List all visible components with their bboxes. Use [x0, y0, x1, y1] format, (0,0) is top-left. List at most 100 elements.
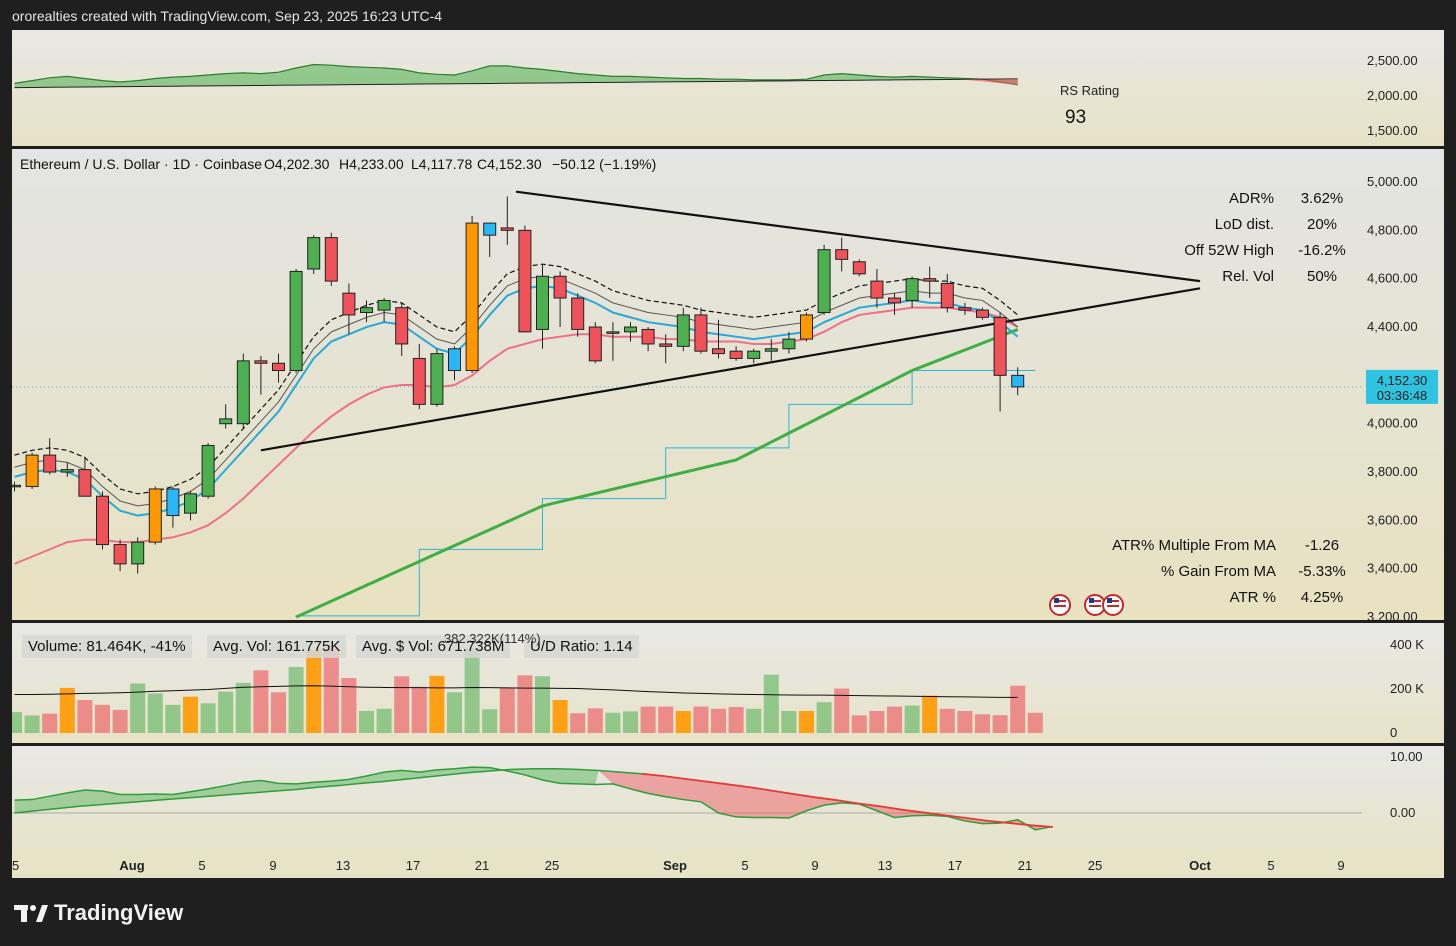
candle-body	[905, 278, 919, 301]
candle-body	[12, 484, 21, 488]
candle-body	[395, 307, 409, 345]
rs-rating-panel[interactable]: 2,500.00 2,000.00 1,500.00 RS Rating 93	[12, 30, 1444, 146]
volume-bar	[95, 704, 110, 733]
candle-body	[800, 314, 813, 340]
us-flag-stripe	[1054, 605, 1066, 607]
volume-bar	[464, 647, 480, 733]
date-tick-label: 21	[1018, 858, 1032, 873]
candle-body	[272, 362, 285, 372]
price-tick-label: 4,400.00	[1367, 319, 1418, 334]
candle-body	[448, 348, 461, 372]
candle-body	[113, 544, 127, 565]
volume-bar	[306, 650, 322, 733]
ohlc-low: L4,117.78	[411, 156, 472, 172]
ma21-line	[14, 306, 1019, 565]
volume-bar	[904, 705, 920, 733]
us-flag-canton	[1107, 598, 1112, 603]
date-axis[interactable]: 5 Aug 5 9 13 17 21 25 Sep 5 9 13 17 21 25 Oct 5 9	[12, 854, 1444, 878]
volume-bar	[728, 707, 744, 733]
oscillator-chart: 10.00 0.00	[12, 749, 1423, 831]
ohlc-close: C4,152.30	[477, 156, 542, 172]
stat-label: ATR% Multiple From MA	[1112, 537, 1276, 554]
volume-bar	[623, 711, 638, 733]
candle-body	[430, 353, 444, 405]
stop-step-line	[295, 370, 1036, 618]
countdown-label: 03:36:48	[1377, 388, 1428, 403]
osc-fast-line	[14, 766, 1054, 831]
ud-ratio-label: U/D Ratio: 1.14	[524, 635, 639, 658]
volume-bar	[376, 708, 392, 733]
volume-bar	[130, 683, 146, 733]
volume-panel[interactable]: 400 K 200 K 0 Volume: 81.464K, -41% Avg. V…	[12, 623, 1444, 743]
ohlc-high: H4,233.00	[339, 156, 404, 172]
volume-bar	[200, 703, 216, 733]
candle-body	[923, 278, 937, 282]
volume-bar	[570, 713, 586, 733]
candle-body	[729, 350, 743, 359]
candle-body	[659, 343, 673, 347]
date-tick-label: 5	[198, 858, 205, 873]
date-tick-label: 5	[741, 858, 748, 873]
candle-body	[553, 275, 567, 299]
date-tick-label: 25	[545, 858, 559, 873]
volume-bar	[975, 714, 990, 733]
rs-negative-area	[964, 78, 1018, 85]
volume-bar	[746, 708, 762, 733]
volume-bar	[447, 692, 462, 733]
volume-label: Volume: 81.464K, -41%	[22, 635, 192, 658]
volume-bar	[587, 708, 603, 733]
candle-body	[254, 360, 268, 364]
date-tick-label: 17	[406, 858, 420, 873]
oscillator-panel[interactable]: 10.00 0.00	[12, 746, 1444, 854]
candle-body	[25, 454, 39, 488]
us-flag-stripe	[1089, 600, 1101, 602]
rs-ma-line	[14, 78, 1018, 89]
last-price-label: 4,152.30	[1377, 373, 1428, 388]
last-price-box	[1366, 369, 1438, 404]
price-tick-label: 3,600.00	[1367, 512, 1418, 527]
volume-bar	[253, 670, 269, 733]
price-tick-label: 3,800.00	[1367, 464, 1418, 479]
us-flag-stripe	[1107, 605, 1119, 607]
us-flag-stripe	[1054, 600, 1066, 602]
volume-bar	[939, 708, 955, 733]
instrument-title: Ethereum / U.S. Dollar · 1D · Coinbase	[20, 156, 262, 172]
date-tick-label: 5	[12, 858, 19, 873]
candle-body	[676, 314, 690, 347]
candle-body	[307, 237, 321, 270]
volume-bar	[605, 712, 621, 733]
volume-bar	[112, 709, 128, 733]
stat-label: Rel. Vol	[1222, 268, 1274, 285]
volume-bar	[887, 706, 902, 733]
volume-bar	[429, 675, 445, 733]
candle-body	[641, 328, 655, 345]
candle-body	[201, 444, 215, 497]
price-chart-panel[interactable]: 5,000.004,800.004,600.004,400.004,200.00…	[12, 149, 1444, 620]
candle-body	[96, 495, 109, 546]
candle-body	[870, 280, 884, 299]
price-tick-label: 3,400.00	[1367, 561, 1418, 576]
thin-ma-line	[14, 275, 1019, 507]
candle-body	[342, 292, 356, 316]
volume-bar	[323, 647, 339, 733]
ma50-line	[295, 328, 1019, 619]
volume-chart: 400 K 200 K 0	[12, 637, 1424, 740]
us-flag-canton	[1089, 598, 1094, 603]
volume-bar	[394, 676, 410, 733]
candle-body	[571, 297, 585, 330]
volume-bar	[517, 675, 533, 733]
rs-rating-value: 93	[1065, 107, 1086, 128]
volume-tick-label: 200 K	[1390, 681, 1424, 696]
date-tick-label: 9	[269, 858, 276, 873]
volume-bar	[658, 706, 674, 733]
stat-value: -5.33%	[1298, 563, 1346, 580]
candle-body	[976, 309, 989, 318]
volume-bar	[711, 708, 726, 733]
date-tick-label: 9	[1337, 858, 1344, 873]
price-tick-label: 4,800.00	[1367, 222, 1418, 237]
rs-fill-area	[14, 64, 1018, 88]
volume-bar	[869, 711, 885, 733]
date-tick-label: 13	[878, 858, 892, 873]
osc-slow-line-down	[641, 772, 1053, 828]
volume-bar	[499, 687, 515, 733]
